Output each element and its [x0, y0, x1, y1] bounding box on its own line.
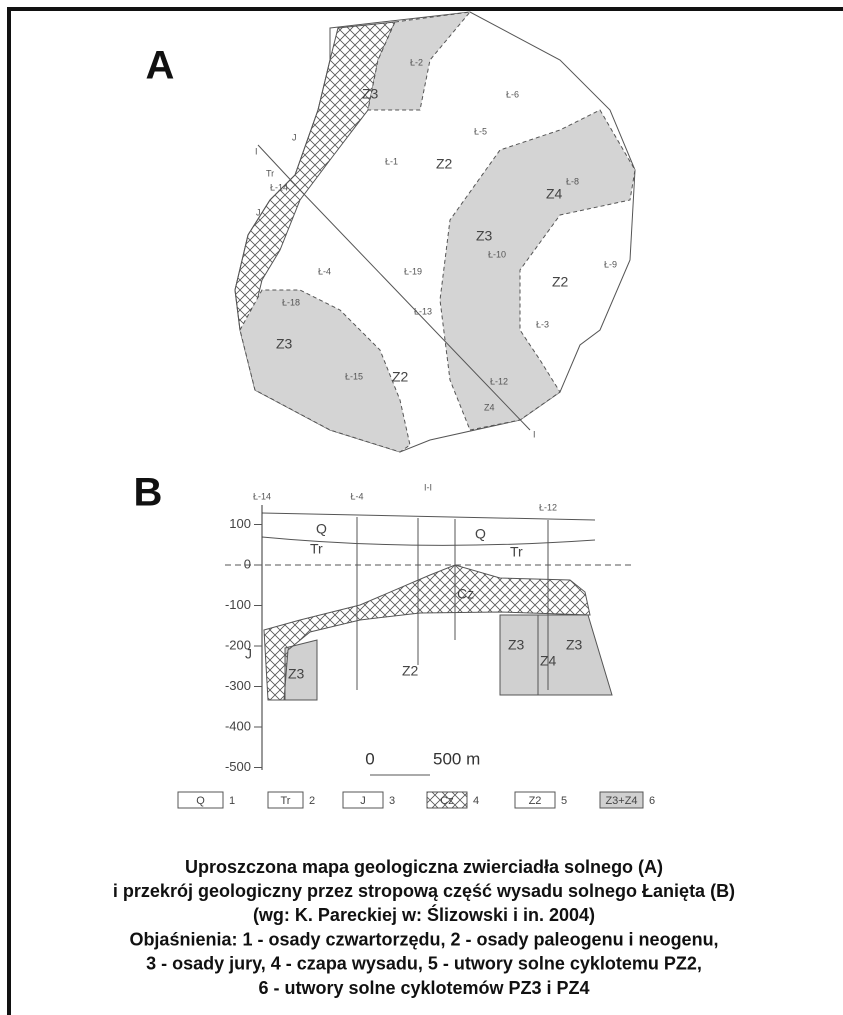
legend: Q 1 Tr 2 J 3 Cz 4 Z2 5 Z3+Z4 6: [177, 791, 655, 809]
layer-label: Z3: [508, 637, 525, 653]
legend-symbol: Tr: [281, 795, 291, 807]
map-label: Ł-14: [270, 182, 288, 192]
scale-label: 500 m: [433, 749, 480, 768]
map-label: Ł-4: [318, 266, 331, 276]
y-tick-label: -300: [225, 678, 251, 693]
y-tick-label: -100: [225, 597, 251, 612]
y-tick-label: 0: [244, 556, 251, 571]
map-label: Ł-6: [506, 89, 519, 99]
map-label: Ł-2: [410, 57, 423, 67]
well-label: Ł-4: [350, 491, 363, 501]
map-label: Z2: [552, 274, 569, 290]
caption-line: (wg: K. Pareckiej w: Ślizowski i in. 200…: [253, 904, 595, 925]
legend-symbol: Z3+Z4: [605, 795, 637, 807]
legend-symbol: Z2: [529, 795, 542, 807]
layer-label: Z3: [288, 666, 305, 682]
legend-swatch: [267, 791, 304, 809]
caption-line: 3 - osady jury, 4 - czapa wysadu, 5 - ut…: [146, 954, 702, 974]
y-tick-label: 100: [229, 516, 251, 531]
layer-label: Z4: [540, 653, 557, 669]
map-label: Ł-1: [385, 156, 398, 166]
y-tick-label: -200: [225, 637, 251, 652]
caption-line: Objaśnienia: 1 - osady czwartorzędu, 2 -…: [129, 929, 718, 949]
map-label: Ł-19: [404, 266, 422, 276]
legend-symbol: J: [360, 795, 366, 807]
layer-label: Q: [316, 521, 327, 537]
legend-swatch: [426, 791, 468, 809]
legend-number: 4: [473, 795, 479, 807]
map-label: Z4: [546, 186, 563, 202]
legend-number: 1: [229, 795, 235, 807]
map-label: Ł-15: [345, 371, 363, 381]
map-label: I: [255, 146, 258, 156]
legend-swatch: [599, 791, 644, 809]
legend-swatch: [514, 791, 556, 809]
map-label: Z3: [276, 336, 293, 352]
map-label: J: [292, 132, 297, 142]
cross-section: [225, 505, 635, 776]
y-tick-label: -400: [225, 718, 251, 733]
map-label: Ł-10: [488, 249, 506, 259]
panel-label: B: [134, 471, 163, 515]
legend-number: 6: [649, 795, 655, 807]
map-label: J: [256, 207, 261, 217]
layer-label: Z3: [566, 637, 583, 653]
map-label: Ł-18: [282, 297, 300, 307]
caption-line: i przekrój geologiczny przez stropową cz…: [113, 881, 735, 901]
section-line: [299, 189, 531, 431]
scale-label: 0: [365, 749, 374, 768]
well-label: Ł-12: [539, 502, 557, 512]
layer-label: Tr: [310, 541, 323, 557]
legend-number: 3: [389, 795, 395, 807]
legend-swatch: [177, 791, 224, 809]
cap-rock: [263, 564, 591, 701]
map-label: Z3: [476, 228, 493, 244]
well-label: I-I: [424, 482, 432, 492]
q-base: [261, 536, 596, 546]
layer-label: Cz: [457, 586, 474, 602]
map-label: Ł-5: [474, 126, 487, 136]
salt-z3z4: [439, 109, 636, 431]
legend-symbol: Q: [196, 795, 205, 807]
caption-line: Uproszczona mapa geologiczna zwierciadła…: [185, 857, 663, 877]
y-tick-label: -500: [225, 759, 251, 774]
map-label: Ł-9: [604, 259, 617, 269]
caption-line: 6 - utwory solne cyklotemów PZ3 i PZ4: [258, 978, 589, 998]
legend-symbol: Cz: [440, 795, 453, 807]
frame: [7, 7, 843, 1015]
map: [234, 11, 636, 453]
map-label: Z2: [392, 369, 409, 385]
map-label: Z3: [362, 86, 379, 102]
map-label: Ł-13: [414, 306, 432, 316]
surface: [261, 512, 596, 521]
legend-number: 5: [561, 795, 567, 807]
layer-label: Q: [475, 526, 486, 542]
map-label: Tr: [266, 168, 274, 178]
map-label: Z4: [484, 402, 495, 412]
caption: Uproszczona mapa geologiczna zwierciadła…: [113, 857, 735, 998]
map-label: I: [533, 429, 536, 439]
legend-number: 2: [309, 795, 315, 807]
map-label: Ł-8: [566, 176, 579, 186]
panel-label: A: [146, 44, 175, 88]
map-label: Ł-12: [490, 376, 508, 386]
salt-z3z4-right: [499, 614, 613, 696]
map-label: Z2: [436, 156, 453, 172]
map-labels: Ł-2 Z3 Ł-6 J Ł-5 I Ł-1 Z2 Tr Ł-14 Z4 Ł-8…: [255, 57, 617, 439]
well-label: Ł-14: [253, 491, 271, 501]
section-labels: Ł-14 Ł-4 I-I Ł-12 Q Q Tr Tr Cz J Z3 Z2 Z…: [245, 482, 583, 768]
map-label: Ł-3: [536, 319, 549, 329]
layer-label: Z2: [402, 663, 419, 679]
layer-label: J: [245, 646, 252, 662]
section-line: [257, 144, 301, 191]
layer-label: Tr: [510, 544, 523, 560]
salt-z3: [367, 11, 472, 111]
legend-swatch: [342, 791, 384, 809]
salt-z3-lower: [239, 289, 411, 453]
